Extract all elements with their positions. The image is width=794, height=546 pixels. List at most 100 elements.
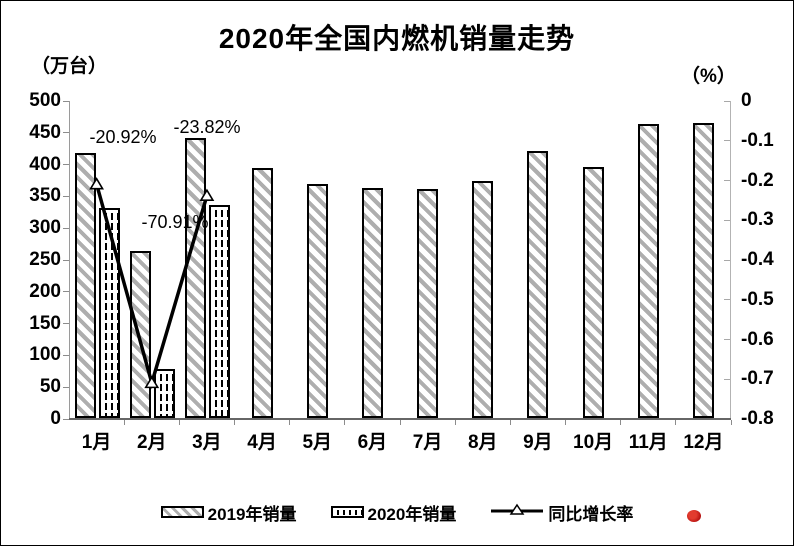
left-axis-tick xyxy=(63,259,69,261)
growth-rate-data-label: -23.82% xyxy=(173,117,241,137)
right-axis-tick xyxy=(724,339,730,340)
chart-title: 2020年全国内燃机销量走势 xyxy=(218,23,576,54)
legend-item-line: 同比增长率 xyxy=(490,500,633,525)
bar-2020-3月 xyxy=(209,204,231,418)
red-dot-mark xyxy=(687,510,701,522)
x-axis-boundary-tick xyxy=(399,420,401,425)
x-axis-tick-label: 4月 xyxy=(247,432,277,453)
right-axis-tick-label: -0.8 xyxy=(741,408,774,429)
bar-2019-12月 xyxy=(692,122,714,418)
x-axis-tick-label: 12月 xyxy=(683,432,724,453)
left-axis-tick-label: 400 xyxy=(29,153,61,175)
x-axis-boundary-tick xyxy=(730,420,732,425)
x-axis-tick-label: 11月 xyxy=(628,432,668,453)
bar-2019-2月 xyxy=(130,251,152,418)
right-axis-tick xyxy=(724,378,730,380)
bar-2019-11月 xyxy=(637,124,659,418)
left-axis-tick xyxy=(63,164,69,166)
x-axis-boundary-tick xyxy=(123,420,125,425)
hatch-pattern-swatch-icon xyxy=(160,506,204,518)
right-axis-tick-label: -0.5 xyxy=(741,288,774,310)
right-axis-line xyxy=(730,101,731,419)
left-axis-tick-label: 200 xyxy=(29,280,61,302)
left-axis-tick xyxy=(63,354,69,356)
bar-2019-9月 xyxy=(527,150,549,418)
left-axis-tick xyxy=(63,132,69,134)
bar-2019-4月 xyxy=(251,168,273,418)
right-axis-tick-label: -0.7 xyxy=(741,368,774,390)
vdash-pattern-swatch-icon xyxy=(330,506,364,518)
x-axis-tick-label: 2月 xyxy=(136,432,167,453)
left-axis-tick xyxy=(63,227,69,229)
x-axis-boundary-tick xyxy=(454,420,456,425)
left-axis-line xyxy=(69,101,70,419)
right-axis-tick-label: 0 xyxy=(741,90,752,111)
right-axis-tick-label: -0.6 xyxy=(741,328,774,350)
left-axis-tick-label: 300 xyxy=(29,217,61,239)
x-axis-tick-label: 8月 xyxy=(467,432,498,453)
left-axis-tick-label: 100 xyxy=(29,344,61,366)
bar-2019-6月 xyxy=(361,187,383,418)
x-axis-line xyxy=(69,418,731,420)
x-axis-boundary-tick xyxy=(178,420,180,425)
legend: 2019年销量 2020年销量 同比增长率 xyxy=(1,497,793,527)
legend-item-hatch: 2019年销量 xyxy=(160,500,297,525)
x-axis-tick-label: 9月 xyxy=(523,432,553,453)
x-axis-boundary-tick xyxy=(620,420,622,425)
x-axis-tick-label: 6月 xyxy=(357,432,388,453)
legend-label: 2019年销量 xyxy=(207,504,297,524)
right-axis-tick xyxy=(724,100,730,102)
x-axis-boundary-tick xyxy=(565,420,566,425)
left-axis-tick-label: 0 xyxy=(50,408,61,429)
right-axis-tick xyxy=(724,259,730,261)
left-axis-tick-label: 50 xyxy=(39,376,61,398)
legend-item-vdash: 2020年销量 xyxy=(330,500,457,525)
left-axis-tick xyxy=(63,323,69,325)
x-axis-boundary-tick xyxy=(344,420,346,425)
x-axis-boundary-tick xyxy=(509,420,511,425)
left-axis-tick-label: 450 xyxy=(29,121,61,143)
left-axis-tick xyxy=(63,291,69,293)
x-axis-tick-label: 7月 xyxy=(412,432,443,453)
x-axis-tick-label: 10月 xyxy=(573,432,614,453)
line-triangle-swatch-icon xyxy=(490,503,544,522)
right-axis-tick xyxy=(724,180,730,181)
left-axis-tick xyxy=(63,418,69,420)
bar-2019-10月 xyxy=(582,166,604,418)
x-axis-boundary-tick xyxy=(289,420,291,425)
bar-2020-2月 xyxy=(154,369,176,418)
right-axis-unit-label: （%） xyxy=(681,66,736,87)
x-axis-tick-label: 3月 xyxy=(192,432,222,453)
bar-2019-8月 xyxy=(472,181,494,418)
left-axis-unit-label: （万台） xyxy=(31,56,108,77)
left-axis-tick xyxy=(63,195,69,197)
bar-2019-1月 xyxy=(75,152,97,418)
x-axis-tick-label: 1月 xyxy=(81,432,112,453)
right-axis-tick xyxy=(724,299,730,301)
plot-area: 500 450 400 350 300 250 200 150 100 50 0 0 -0.1 -0.2-… xyxy=(29,90,773,453)
left-axis-tick-label: 150 xyxy=(29,312,61,334)
left-axis-tick-label: 500 xyxy=(29,90,61,111)
right-axis-tick-label: -0.2 xyxy=(741,169,774,191)
right-axis-tick-label: -0.3 xyxy=(741,209,774,231)
left-axis-tick-label: 350 xyxy=(29,185,61,207)
growth-rate-data-label: -20.92% xyxy=(89,127,157,147)
left-axis-tick xyxy=(63,386,69,388)
x-axis-boundary-tick xyxy=(234,420,235,425)
right-axis-tick xyxy=(724,140,730,142)
bar-2019-3月 xyxy=(185,138,207,418)
bar-2020-1月 xyxy=(99,208,121,418)
x-axis-boundary-tick xyxy=(675,420,677,425)
right-axis-tick-label: -0.1 xyxy=(741,129,774,151)
bar-2019-5月 xyxy=(306,183,328,418)
left-axis-tick-label: 250 xyxy=(29,249,61,270)
left-axis-tick xyxy=(63,100,69,102)
right-axis-tick xyxy=(724,219,730,221)
legend-label: 同比增长率 xyxy=(548,504,634,524)
growth-rate-data-label: -70.91% xyxy=(141,212,209,232)
right-axis-tick-label: -0.4 xyxy=(741,249,774,270)
x-axis-tick-label: 5月 xyxy=(302,432,333,453)
bar-2019-7月 xyxy=(417,189,439,418)
legend-label: 2020年销量 xyxy=(367,504,457,524)
